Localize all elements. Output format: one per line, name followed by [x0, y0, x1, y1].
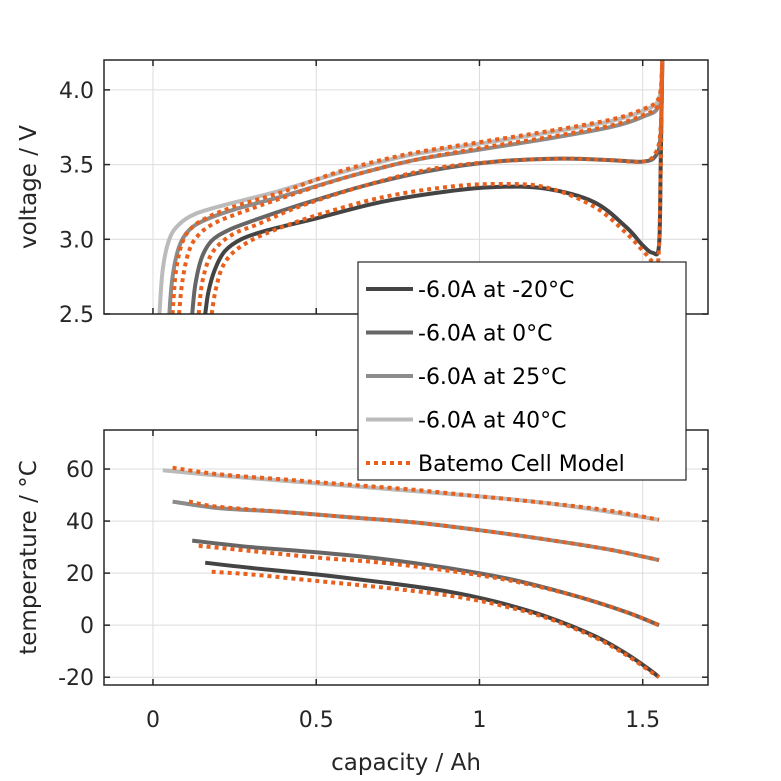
- legend-box: [357, 261, 687, 481]
- voltage-y-tick-label: 3.5: [59, 154, 94, 179]
- legend-entry-3: -6.0A at 25°C: [418, 365, 566, 390]
- temperature-plot: -20 0 20 40 60 0 0.5 1 1.5 temperature / °C capaci…: [16, 429, 709, 776]
- temperature-y-axis-label: temperature / °C: [16, 460, 42, 655]
- temperature-x-axis-label: capacity / Ah: [331, 750, 481, 776]
- temperature-x-tick-label: 1.5: [625, 708, 660, 733]
- voltage-series-batemo-cell-model-20-c: [209, 60, 665, 314]
- voltage-series-batemo-cell-model-0-c: [196, 60, 665, 314]
- temperature-series-batemo-cell-model-20-c: [211, 569, 661, 679]
- voltage-series-group: [157, 60, 665, 314]
- voltage-y-axis-label: voltage / V: [16, 125, 42, 249]
- voltage-y-tick-label: 3.0: [59, 228, 94, 253]
- temperature-y-tick-label: 20: [66, 562, 94, 587]
- temperature-series-batemo-cell-model-0-c: [198, 543, 660, 628]
- legend-entry-1: -6.0A at -20°C: [418, 278, 574, 303]
- temperature-y-tick-label: 40: [66, 510, 94, 535]
- voltage-series-batemo-cell-model-25-c: [177, 60, 665, 314]
- temperature-x-tick-label: 0: [146, 708, 160, 733]
- temperature-series-6-0a-at-0-c: [191, 538, 660, 628]
- temperature-y-tick-label: 0: [80, 614, 94, 639]
- voltage-series-6-0a-at-20-c: [203, 60, 665, 314]
- legend: -6.0A at -20°C -6.0A at 0°C -6.0A at 25°C -…: [357, 261, 687, 481]
- voltage-y-tick-label: 4.0: [59, 79, 94, 104]
- temperature-x-tick-label: 0.5: [299, 708, 334, 733]
- temperature-series-group: [162, 465, 661, 679]
- temperature-y-tick-label: 60: [66, 458, 94, 483]
- legend-entry-5: Batemo Cell Model: [418, 452, 625, 477]
- voltage-plot: 2.5 3.0 3.5 4.0 voltage / V: [16, 59, 709, 328]
- voltage-y-tick-label: 2.5: [59, 303, 94, 328]
- voltage-series-batemo-cell-model-40-c: [170, 60, 665, 314]
- temperature-x-tick-label: 1: [472, 708, 486, 733]
- temperature-series-batemo-cell-model-40-c: [172, 465, 660, 522]
- temperature-y-tick-label: -20: [58, 666, 94, 691]
- temperature-series-batemo-cell-model-25-c: [188, 499, 660, 563]
- legend-entry-4: -6.0A at 40°C: [418, 409, 566, 434]
- legend-entry-2: -6.0A at 0°C: [418, 322, 552, 347]
